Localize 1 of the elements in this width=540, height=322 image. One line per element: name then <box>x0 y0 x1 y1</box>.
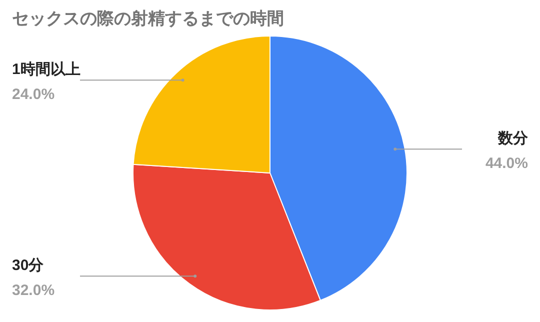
title: セックスの際の射精するまでの時間 <box>12 9 284 28</box>
